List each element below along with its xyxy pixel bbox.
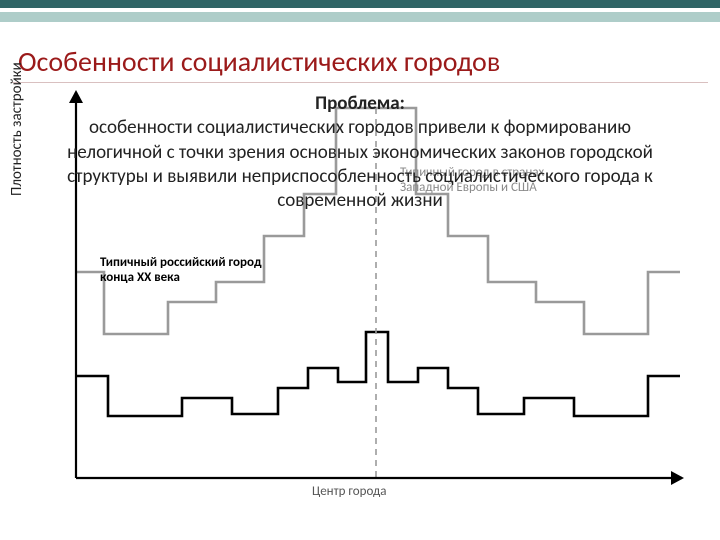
accent-bars bbox=[0, 0, 720, 22]
legend-line: Типичный российский город bbox=[100, 255, 262, 270]
y-axis-label: Плотность застройки bbox=[8, 62, 26, 196]
slide-title: Особенности социалистических городов bbox=[18, 44, 500, 79]
legend-russian-city: Типичный российский город конца XX века bbox=[100, 256, 262, 286]
legend-line: конца XX века bbox=[100, 270, 180, 285]
x-axis-label: Центр города bbox=[312, 484, 386, 499]
accent-bar-1 bbox=[0, 0, 720, 8]
problem-text: Проблема: особенности социалистических г… bbox=[60, 92, 660, 214]
problem-heading: Проблема: bbox=[315, 92, 405, 115]
problem-body: особенности социалистических городов при… bbox=[67, 116, 653, 212]
title-underline bbox=[12, 82, 708, 83]
accent-bar-2 bbox=[0, 12, 720, 22]
